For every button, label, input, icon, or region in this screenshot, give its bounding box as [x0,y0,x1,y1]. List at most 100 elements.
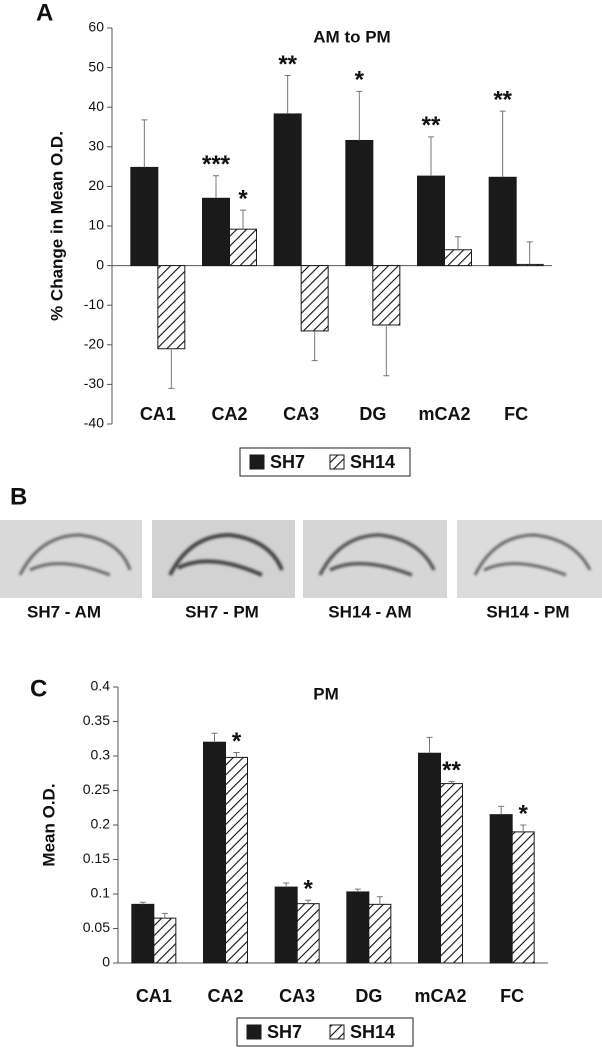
x-tick-label: CA1 [136,986,172,1006]
bar [372,265,401,326]
x-tick-label: mCA2 [418,404,470,424]
significance: * [238,186,248,213]
bar [346,891,370,964]
y-tick-label: 0.2 [91,816,111,832]
legend-label: SH7 [270,452,305,472]
error-bar [284,75,291,114]
y-tick-label: 0.25 [83,781,110,797]
significance: ** [442,757,461,784]
bar [417,175,445,267]
bar [130,166,159,267]
significance: ** [493,87,512,114]
bar [440,783,463,964]
y-tick-label: 0.05 [83,919,110,935]
bar [229,228,257,267]
error-bar [305,899,312,904]
error-bar [139,901,146,905]
x-tick-label: CA2 [207,986,243,1006]
legend-box [236,1017,414,1047]
image-label: SH7 - PM [185,602,259,621]
image [0,520,142,598]
x-tick-label: DG [359,404,386,424]
significance: * [355,67,365,94]
legend-box [239,447,411,477]
y-tick-label: 0.3 [91,747,111,763]
y-tick-label: 0.1 [91,885,111,901]
chart-title: AM to PM [313,27,390,46]
bar [131,903,155,964]
x-tick-label: FC [500,986,524,1006]
legend-swatch [329,454,345,470]
error-bar [499,110,506,178]
legend-label: SH14 [350,1022,395,1042]
x-tick-label: FC [504,404,528,424]
y-tick-label: 0 [96,256,104,272]
bar [444,249,472,267]
panel-label: A [36,0,53,26]
legend-label: SH7 [267,1022,302,1042]
y-tick-label: 60 [88,19,104,35]
y-tick-label: 0 [102,954,110,970]
x-tick-label: CA1 [140,404,176,424]
bar [515,263,544,267]
bar [203,741,226,964]
error-bar [428,136,434,177]
significance: ** [278,51,297,78]
legend-swatch [246,1024,262,1040]
image-label: SH14 - PM [486,602,569,621]
image [152,520,295,598]
legend-label: SH14 [350,452,395,472]
bar [368,903,392,964]
bar [488,176,517,267]
y-tick-label: -40 [84,415,104,431]
chart-title: PM [313,684,339,703]
bar [511,831,535,964]
bar [300,265,329,332]
error-bar [240,209,246,230]
image [303,520,447,598]
bar [296,903,320,964]
y-axis-label: % Change in Mean O.D. [47,131,66,321]
error-bar [448,781,455,784]
legend-swatch [329,1024,345,1040]
error-bar [376,896,383,905]
x-tick-label: CA3 [283,404,319,424]
bar [153,917,177,964]
x-tick-label: DG [355,986,382,1006]
error-bar [213,175,219,199]
panel-label: C [30,675,47,702]
significance: ** [422,112,441,139]
x-tick-label: CA3 [279,986,315,1006]
error-bar [311,330,318,362]
error-bar [356,90,363,141]
significance: * [518,800,528,827]
bar [273,113,302,267]
y-tick-label: 30 [88,138,104,154]
brain-images [0,520,602,598]
y-tick-label: 0.35 [83,712,110,728]
error-bar [141,119,148,168]
error-bar [233,752,240,758]
error-bar [526,241,533,265]
bar [489,814,513,964]
error-bar [383,325,390,377]
image-label: SH7 - AM [27,602,101,621]
bar [274,886,298,964]
error-bar [426,736,433,754]
significance: *** [202,151,231,178]
significance: * [232,728,242,755]
y-tick-label: 50 [88,58,104,74]
error-bar [498,805,505,815]
y-tick-label: 10 [88,217,104,233]
y-tick-label: -20 [84,336,104,352]
panel-label: B [10,483,27,510]
image [457,520,602,598]
y-tick-label: 0.4 [91,678,111,694]
bar [202,197,230,267]
legend-swatch [249,454,265,470]
y-tick-label: -30 [84,375,104,391]
error-bar [455,236,461,250]
error-bar [283,882,290,888]
